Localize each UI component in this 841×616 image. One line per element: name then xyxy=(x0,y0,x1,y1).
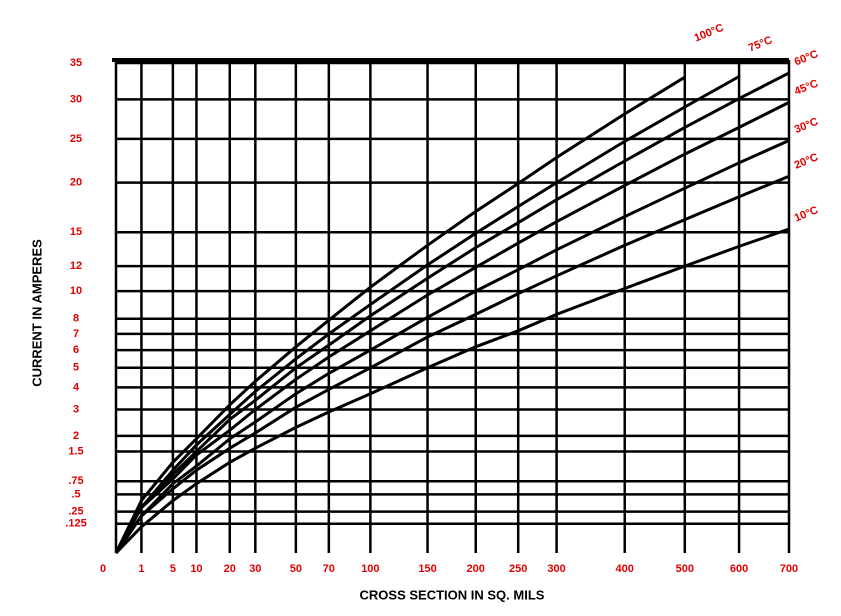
x-tick-label: 100 xyxy=(361,563,379,575)
y-tick-label: 7 xyxy=(73,328,79,340)
y-tick-label: 3 xyxy=(73,403,79,415)
x-tick-label: 30 xyxy=(249,563,261,575)
x-tick-label: 10 xyxy=(190,563,202,575)
y-axis-title: CURRENT IN AMPERES xyxy=(29,239,44,387)
x-tick-label: 150 xyxy=(418,563,436,575)
y-tick-label: 10 xyxy=(70,285,82,297)
y-tick-label: 2 xyxy=(73,430,79,442)
y-tick-label: 35 xyxy=(70,57,82,69)
series-line xyxy=(114,174,790,554)
y-tick-label: 25 xyxy=(70,133,82,145)
y-tick-label: 5 xyxy=(73,362,79,374)
x-tick-label: 50 xyxy=(290,563,302,575)
x-axis-title: CROSS SECTION IN SQ. MILS xyxy=(360,587,545,602)
x-tick-label: 300 xyxy=(547,563,565,575)
y-tick-label: 1.5 xyxy=(68,445,83,457)
x-tick-label: 1 xyxy=(138,563,144,575)
y-tick-label: 6 xyxy=(73,344,79,356)
y-tick-label: .125 xyxy=(65,518,86,530)
x-tick-label: 20 xyxy=(224,563,236,575)
series-line xyxy=(114,227,790,555)
x-tick-label: 200 xyxy=(467,563,485,575)
series-line xyxy=(114,139,790,554)
y-tick-label: 12 xyxy=(70,260,82,272)
x-tick-label: 700 xyxy=(780,563,798,575)
x-tick-label: 600 xyxy=(730,563,748,575)
y-tick-label: .25 xyxy=(68,505,83,517)
series-line xyxy=(114,75,686,554)
y-tick-label: .5 xyxy=(71,488,80,500)
y-tick-label: 20 xyxy=(70,177,82,189)
x-tick-label: 0 xyxy=(100,563,106,575)
x-tick-label: 5 xyxy=(170,563,176,575)
y-tick-label: 4 xyxy=(73,381,80,393)
x-tick-label: 400 xyxy=(616,563,634,575)
y-tick-label: 8 xyxy=(73,313,79,325)
y-tick-label: .75 xyxy=(68,475,83,487)
y-tick-label: 30 xyxy=(70,93,82,105)
x-tick-label: 70 xyxy=(323,563,335,575)
series-line xyxy=(114,71,790,554)
x-tick-label: 250 xyxy=(509,563,527,575)
x-tick-label: 500 xyxy=(676,563,694,575)
y-tick-label: 15 xyxy=(70,226,82,238)
series-line xyxy=(114,75,740,554)
series-line xyxy=(114,101,790,554)
